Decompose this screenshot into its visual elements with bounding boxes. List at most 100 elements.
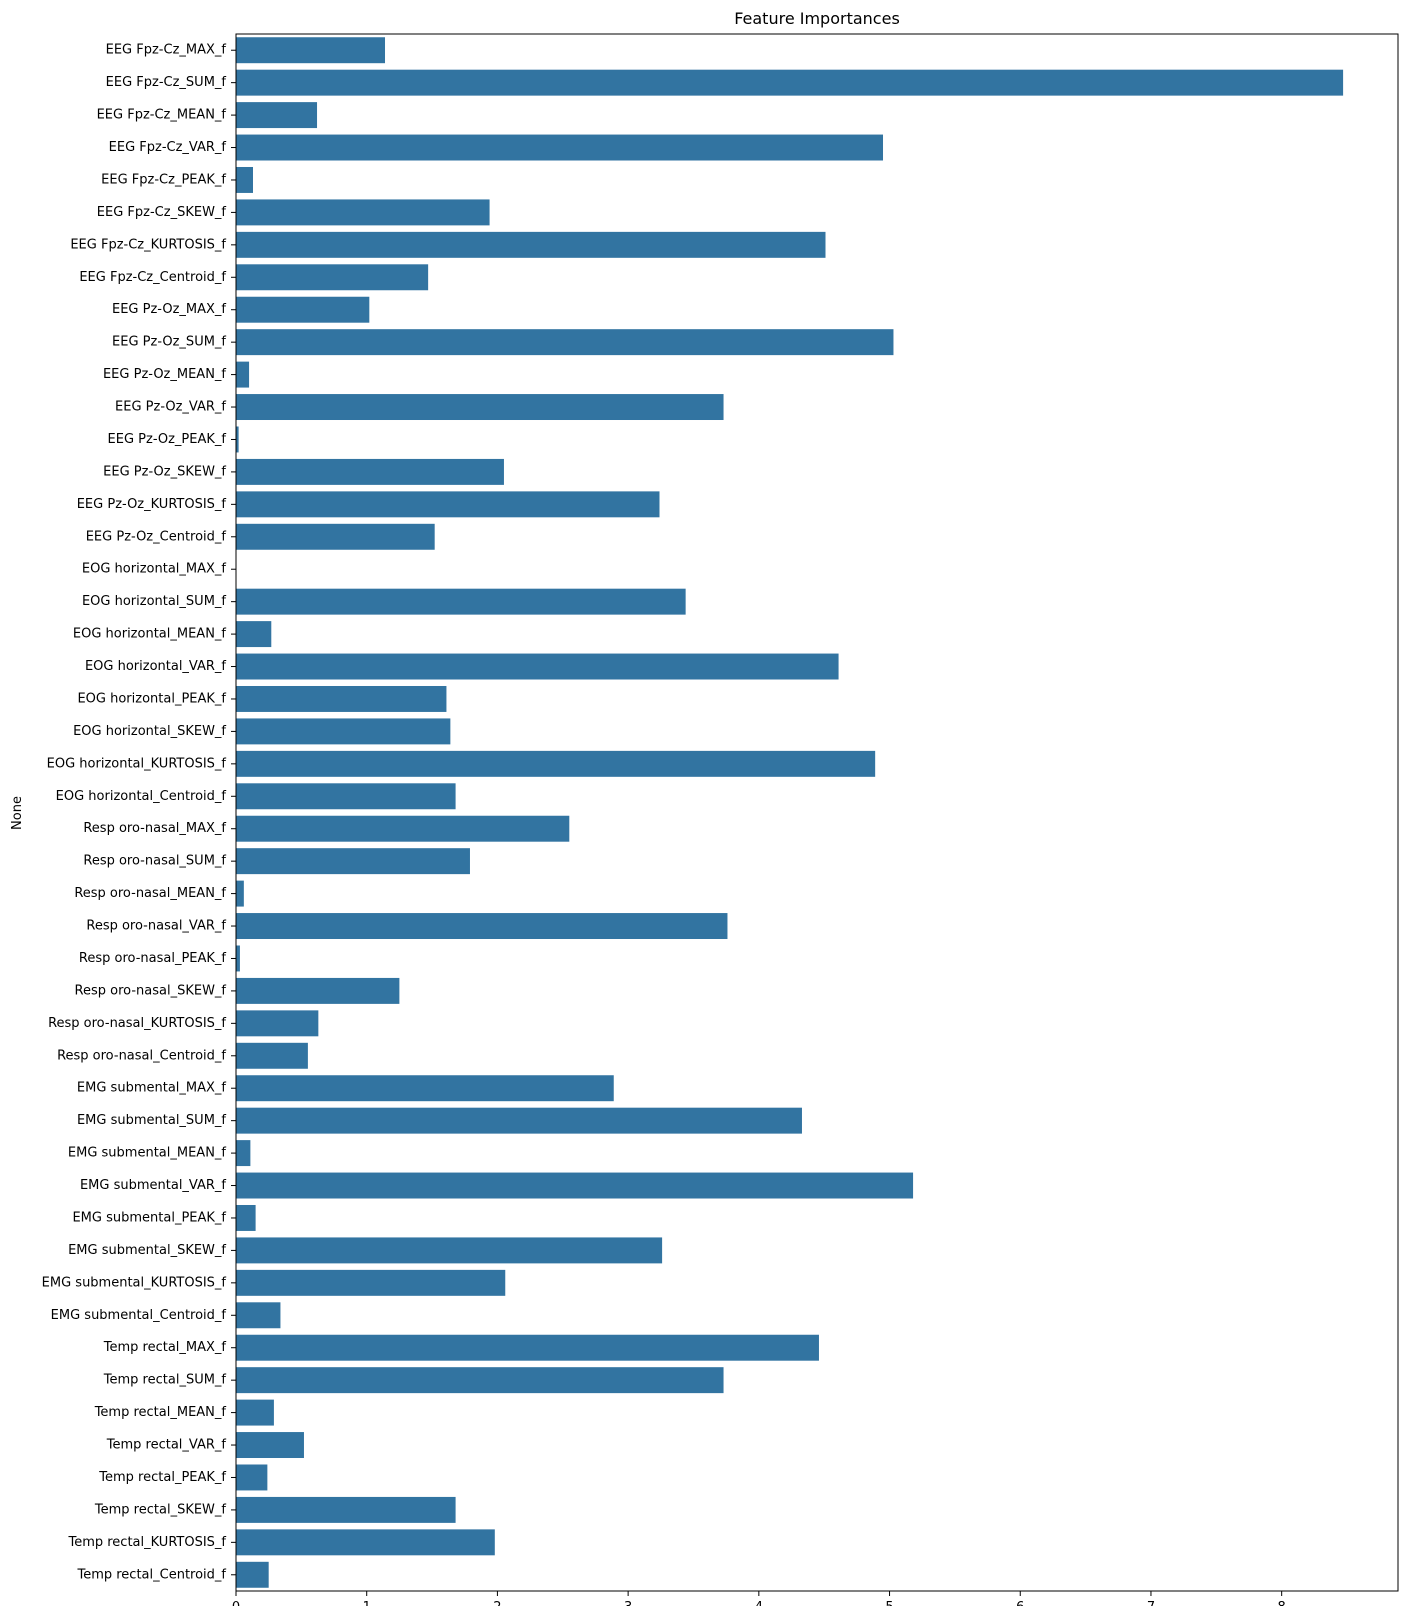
bar — [236, 1010, 319, 1037]
plot-frame — [235, 33, 1399, 1592]
bar — [236, 458, 504, 485]
y-tick-label: Resp oro-nasal_VAR_f — [86, 919, 226, 934]
y-tick-label: EMG submental_PEAK_f — [72, 1210, 226, 1225]
x-tick-label: 5 — [885, 1600, 893, 1606]
y-tick-label: Temp rectal_VAR_f — [106, 1438, 227, 1453]
y-tick-label: Temp rectal_KURTOSIS_f — [67, 1535, 226, 1550]
bar — [236, 621, 272, 648]
x-tick-label: 8 — [1278, 1600, 1286, 1606]
bar — [236, 815, 570, 842]
bar — [236, 134, 884, 161]
bar — [236, 231, 826, 258]
bar — [236, 426, 239, 453]
bar — [236, 523, 435, 550]
bar — [236, 848, 470, 875]
y-tick-label: Resp oro-nasal_SUM_f — [83, 854, 226, 869]
y-tick-label: Temp rectal_SKEW_f — [94, 1502, 227, 1517]
bar — [236, 199, 490, 226]
y-tick-label: EOG horizontal_MAX_f — [82, 562, 227, 577]
bar — [236, 718, 451, 745]
y-tick-label: EMG submental_KURTOSIS_f — [42, 1275, 227, 1290]
y-tick-label: EMG submental_Centroid_f — [51, 1308, 227, 1323]
y-tick-label: Temp rectal_MAX_f — [103, 1340, 227, 1355]
y-tick-label: EEG Fpz-Cz_MEAN_f — [97, 108, 227, 123]
y-tick-label: EEG Pz-Oz_SUM_f — [112, 335, 226, 350]
y-tick-label: EOG horizontal_KURTOSIS_f — [47, 756, 227, 771]
bar — [236, 1529, 495, 1556]
y-tick-label: EOG horizontal_SUM_f — [82, 594, 226, 609]
x-tick-label: 2 — [493, 1600, 501, 1606]
y-tick-label: EOG horizontal_VAR_f — [85, 659, 226, 674]
bar — [236, 1204, 256, 1231]
y-tick-label: Temp rectal_SUM_f — [103, 1373, 227, 1388]
y-tick-label: EMG submental_SKEW_f — [68, 1243, 226, 1258]
y-tick-label: EEG Pz-Oz_PEAK_f — [108, 432, 227, 447]
x-axis-ticks: 0 1 2 3 4 5 6 7 8 — [232, 1591, 1286, 1606]
bar — [236, 329, 894, 356]
y-tick-label: EEG Fpz-Cz_KURTOSIS_f — [70, 237, 226, 252]
y-tick-label: EMG submental_MAX_f — [77, 1081, 226, 1096]
bar — [236, 1237, 663, 1264]
bar — [236, 102, 318, 129]
bar — [236, 69, 1344, 96]
y-tick-label: EEG Pz-Oz_MAX_f — [112, 302, 226, 317]
bar — [236, 491, 660, 518]
bar — [236, 264, 429, 291]
bar — [236, 880, 244, 907]
x-tick-label: 3 — [624, 1600, 632, 1606]
bar — [236, 1140, 251, 1167]
y-tick-label: EEG Pz-Oz_SKEW_f — [103, 464, 226, 479]
bar — [236, 588, 686, 615]
x-tick-label: 0 — [232, 1600, 240, 1606]
bar — [236, 1269, 506, 1296]
y-tick-label: Resp oro-nasal_PEAK_f — [79, 951, 227, 966]
bar — [236, 750, 876, 777]
y-tick-label: EOG horizontal_Centroid_f — [56, 789, 227, 804]
bars-group — [236, 37, 1344, 1588]
y-tick-label: EEG Pz-Oz_MEAN_f — [103, 367, 226, 382]
bar — [236, 37, 386, 64]
bar — [236, 1302, 281, 1329]
chart-title: Feature Importances — [734, 9, 900, 28]
bar — [236, 296, 370, 323]
bar — [236, 1561, 269, 1588]
x-tick-label: 1 — [363, 1600, 371, 1606]
y-tick-label: Resp oro-nasal_MAX_f — [83, 821, 226, 836]
y-tick-label: Resp oro-nasal_MEAN_f — [74, 886, 226, 901]
x-tick-label: 6 — [1016, 1600, 1024, 1606]
y-tick-label: EEG Fpz-Cz_PEAK_f — [101, 172, 226, 187]
bar — [236, 1334, 819, 1361]
y-tick-label: Temp rectal_PEAK_f — [98, 1470, 226, 1485]
bar — [236, 977, 400, 1004]
bar — [236, 913, 728, 940]
bar — [236, 394, 724, 421]
bar — [236, 1464, 268, 1491]
x-tick-label: 7 — [1147, 1600, 1155, 1606]
y-tick-label: EEG Fpz-Cz_VAR_f — [109, 140, 227, 155]
y-tick-label: EEG Fpz-Cz_MAX_f — [106, 43, 227, 58]
bar — [236, 783, 456, 810]
bar — [236, 1367, 724, 1394]
y-tick-label: Resp oro-nasal_SKEW_f — [75, 983, 227, 998]
bar — [236, 1432, 304, 1459]
y-tick-label: EMG submental_MEAN_f — [68, 1146, 227, 1161]
bar — [236, 166, 253, 193]
y-tick-label: EEG Pz-Oz_KURTOSIS_f — [77, 497, 227, 512]
y-tick-label: Temp rectal_MEAN_f — [94, 1405, 227, 1420]
y-tick-label: EEG Pz-Oz_VAR_f — [115, 400, 226, 415]
y-tick-label: EEG Fpz-Cz_SUM_f — [106, 75, 227, 90]
y-tick-label: Temp rectal_Centroid_f — [76, 1567, 226, 1582]
bar — [236, 1107, 802, 1134]
bar — [236, 1042, 308, 1069]
bar — [236, 1399, 274, 1426]
bar — [236, 1172, 914, 1199]
bar — [236, 685, 447, 712]
y-tick-label: EOG horizontal_PEAK_f — [77, 691, 226, 706]
bar — [236, 1075, 614, 1102]
y-tick-label: EEG Fpz-Cz_Centroid_f — [79, 270, 226, 285]
bar — [236, 361, 250, 388]
y-tick-label: EMG submental_SUM_f — [77, 1113, 226, 1128]
bar — [236, 945, 240, 972]
x-tick-label: 4 — [755, 1600, 763, 1606]
